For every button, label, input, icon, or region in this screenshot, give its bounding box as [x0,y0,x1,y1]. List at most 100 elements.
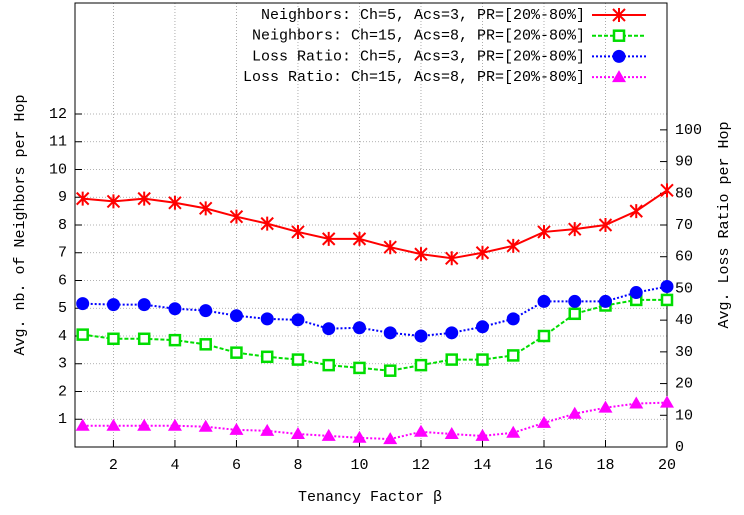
x-tick-label: 16 [535,457,553,474]
marker [76,328,89,341]
legend-label: Neighbors: Ch=15, Acs=8, PR=[20%-80%] [252,28,585,45]
marker [475,320,489,334]
y-tick-label: 12 [49,106,67,123]
y2-tick-label: 90 [675,154,693,171]
marker [75,191,90,206]
y2-tick-label: 100 [675,122,702,139]
marker [229,309,243,323]
marker [612,70,626,83]
marker [660,293,674,307]
y2-tick-label: 40 [675,312,693,329]
marker [322,358,335,372]
marker [414,358,428,372]
y2-tick-label: 30 [675,344,693,361]
marker [137,418,152,431]
y-tick-label: 3 [58,356,67,373]
y2-tick-label: 60 [675,249,693,266]
marker [229,422,244,435]
marker [168,302,182,316]
marker [568,222,582,237]
marker [568,294,582,308]
marker [106,298,120,312]
y2-axis-label: Avg. Loss Ratio per Hop [716,121,733,328]
marker [167,418,182,431]
marker [414,247,428,262]
x-tick-label: 14 [473,457,491,474]
plot-frame [74,2,668,448]
y2-tick-label: 10 [675,407,693,424]
marker [137,191,151,206]
marker [198,201,213,216]
marker [75,418,90,431]
y2-tick-label: 20 [675,376,693,393]
marker [537,329,551,343]
y-tick-label: 2 [58,383,67,400]
marker [353,361,366,375]
marker [629,286,643,300]
marker [660,183,674,198]
x-tick-label: 2 [109,457,118,474]
marker [260,312,274,326]
y2-tick-label: 80 [675,185,693,202]
x-tick-label: 6 [232,457,241,474]
x-tick-label: 20 [658,457,676,474]
marker [660,395,674,408]
marker [383,326,397,340]
legend-label: Neighbors: Ch=5, Acs=3, PR=[20%-80%] [261,7,585,24]
marker [383,364,397,377]
marker [137,332,151,346]
marker [506,312,520,326]
marker [506,349,520,362]
marker [383,432,398,445]
marker [260,216,274,231]
marker [260,350,274,364]
y-tick-label: 11 [49,134,67,151]
marker [445,251,459,266]
x-tick-label: 4 [170,457,179,474]
y-tick-label: 6 [58,272,67,289]
marker [629,204,643,219]
marker [598,218,613,232]
y2-tick-label: 50 [675,280,693,297]
marker [229,209,244,224]
marker [168,333,182,347]
marker [322,322,336,336]
marker [137,298,151,312]
marker [475,428,490,441]
x-tick-label: 10 [350,457,368,474]
marker [476,353,489,366]
marker [291,313,305,327]
marker [291,224,305,239]
marker [76,297,90,311]
marker [107,332,120,346]
marker [506,425,521,438]
marker [444,426,459,439]
y-axis-label: Avg. nb. of Neighbors per Hop [12,94,29,355]
marker [414,329,428,343]
marker [106,418,121,431]
marker [536,415,551,428]
marker [168,195,182,210]
x-tick-label: 18 [596,457,614,474]
marker [199,338,212,351]
marker [352,321,366,335]
marker [598,400,613,413]
x-tick-label: 12 [412,457,430,474]
marker [660,280,674,294]
x-axis-label: Tenancy Factor β [298,489,442,506]
marker [352,231,367,246]
y2-tick-label: 0 [675,439,684,456]
marker [537,224,551,239]
marker [322,231,336,246]
marker [199,304,213,318]
marker [537,294,551,308]
marker [612,8,626,22]
series-line [82,189,668,260]
y-tick-label: 1 [58,411,67,428]
marker [612,49,626,63]
y-tick-label: 5 [58,300,67,317]
marker [352,430,367,443]
marker [568,307,581,321]
marker [598,294,612,308]
